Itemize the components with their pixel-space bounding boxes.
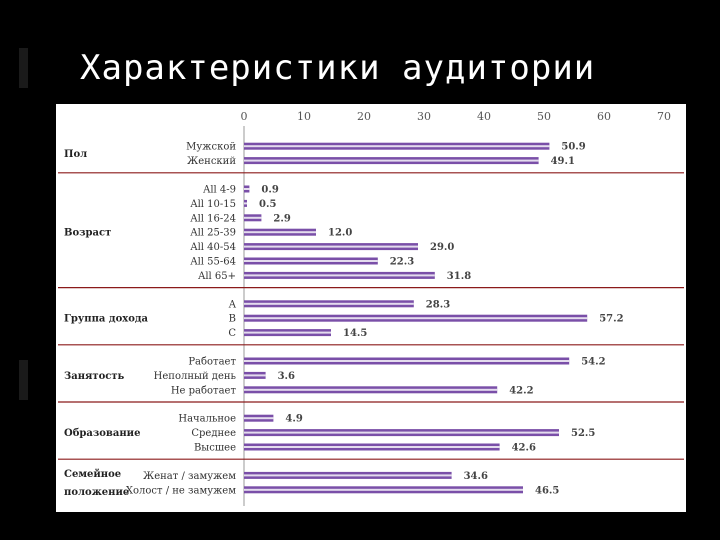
data-label: 0.5 — [259, 199, 276, 210]
data-label: 22.3 — [390, 257, 414, 268]
data-label: 29.0 — [430, 242, 454, 253]
data-label: 52.5 — [571, 428, 595, 439]
data-label: 42.2 — [509, 385, 533, 396]
category-label: Неполный день — [154, 371, 237, 382]
bar-highlight — [244, 245, 418, 248]
data-label: 34.6 — [464, 471, 488, 482]
group-label: Семейное — [64, 469, 121, 480]
left-decoration — [0, 0, 30, 540]
x-tick-label: 70 — [657, 110, 671, 123]
bar-highlight — [244, 446, 500, 448]
bar-highlight — [244, 388, 498, 391]
bar-highlight — [244, 474, 452, 477]
category-label: Начальное — [178, 414, 236, 425]
bar-highlight — [244, 331, 331, 334]
category-label: B — [229, 314, 236, 325]
category-label: Среднее — [191, 428, 236, 439]
data-label: 54.2 — [581, 357, 605, 368]
bar-highlight — [244, 202, 247, 205]
group-label: Пол — [64, 149, 87, 160]
category-label: Работает — [188, 357, 236, 368]
data-label: 28.3 — [426, 299, 450, 310]
category-label: Женат / замужем — [143, 471, 236, 482]
bar-highlight — [244, 302, 414, 305]
x-tick-label: 10 — [297, 110, 311, 123]
bar-highlight — [244, 374, 266, 377]
category-label: All 16-24 — [189, 213, 236, 224]
category-label: Женский — [187, 156, 236, 167]
bar-highlight — [244, 260, 378, 262]
bar-highlight — [244, 417, 274, 420]
data-label: 14.5 — [343, 328, 367, 339]
group-label: Возраст — [64, 228, 111, 239]
x-tick-label: 50 — [537, 110, 551, 123]
category-label: All 40-54 — [189, 242, 236, 253]
data-label: 50.9 — [561, 142, 585, 153]
bar-chart: 0 10 20 30 40 50 60 70 Мужской 50.9 Женский 49.1 Пол… — [58, 110, 684, 506]
data-label: 2.9 — [273, 213, 290, 224]
bar-highlight — [244, 145, 550, 148]
group-label: положение — [64, 487, 129, 498]
category-label: All 55-64 — [189, 257, 236, 268]
data-label: 42.6 — [512, 443, 536, 454]
chart-panel: 0 10 20 30 40 50 60 70 Мужской 50.9 Женский 49.1 Пол… — [56, 104, 686, 512]
category-label: Холост / не замужем — [126, 485, 236, 496]
deco-bar — [19, 360, 28, 400]
bar-highlight — [244, 274, 435, 277]
bar-highlight — [244, 317, 588, 320]
data-label: 4.9 — [285, 414, 302, 425]
deco-bar — [19, 48, 28, 88]
category-label: Мужской — [186, 142, 236, 153]
data-label: 46.5 — [535, 485, 559, 496]
bar-highlight — [244, 360, 570, 362]
data-label: 3.6 — [278, 371, 295, 382]
category-label: Высшее — [194, 443, 236, 454]
category-label: Не работает — [171, 385, 237, 396]
bar-highlight — [244, 188, 250, 190]
data-label: 49.1 — [551, 156, 575, 167]
bar-highlight — [244, 488, 523, 491]
data-label: 31.8 — [447, 271, 471, 282]
data-label: 0.9 — [261, 185, 278, 196]
x-tick-label: 60 — [597, 110, 611, 123]
group-label: Группа дохода — [64, 314, 149, 325]
slide-title: Характеристики аудитории — [80, 48, 596, 88]
category-label: All 4-9 — [202, 185, 236, 196]
group-label: Образование — [64, 428, 140, 439]
data-label: 12.0 — [328, 228, 352, 239]
bar-highlight — [244, 231, 316, 234]
x-tick-label: 30 — [417, 110, 431, 123]
group-label: Занятость — [64, 371, 125, 382]
x-tick-label: 40 — [477, 110, 491, 123]
data-label: 57.2 — [599, 314, 623, 325]
bar-highlight — [244, 159, 539, 162]
x-tick-label: 20 — [357, 110, 371, 123]
category-label: C — [228, 328, 236, 339]
x-tick-label: 0 — [241, 110, 248, 123]
bar-highlight — [244, 216, 262, 219]
category-label: All 10-15 — [189, 199, 236, 210]
bar-highlight — [244, 431, 559, 434]
category-label: A — [228, 299, 237, 310]
category-label: All 65+ — [197, 271, 236, 282]
category-label: All 25-39 — [189, 228, 236, 239]
